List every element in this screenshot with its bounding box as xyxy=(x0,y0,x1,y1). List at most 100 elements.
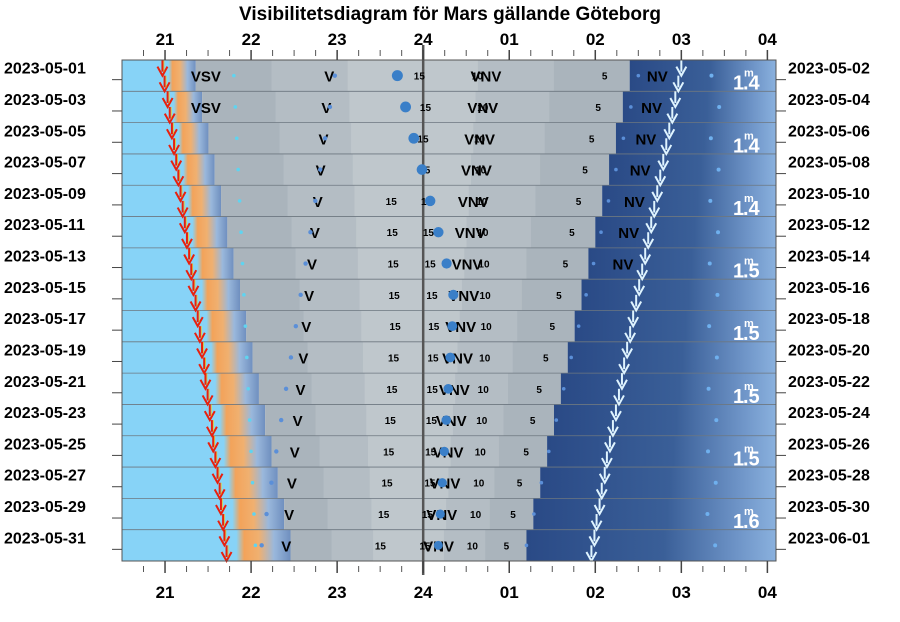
contour-label: 15 xyxy=(427,353,439,364)
altitude-zone xyxy=(498,435,548,468)
altitude-zone xyxy=(303,310,362,343)
contour-label: 10 xyxy=(481,322,493,333)
date-label-left: 2023-05-27 xyxy=(4,468,86,485)
date-label-left: 2023-05-01 xyxy=(4,61,86,78)
contour-label: 15 xyxy=(422,510,434,521)
mars-path-dot xyxy=(244,355,249,360)
mars-path-dot xyxy=(313,198,318,204)
contour-label: 10 xyxy=(476,197,488,208)
direction-label-west: V xyxy=(301,319,311,336)
sunrise-arrow xyxy=(616,373,628,391)
mars-transit-dot xyxy=(447,321,458,332)
direction-label-vnv: VNV xyxy=(436,413,467,430)
altitude-zone xyxy=(315,404,367,437)
sunrise-arrow-head xyxy=(663,128,676,141)
altitude-zone xyxy=(521,279,582,311)
sunset-arrow xyxy=(194,326,206,344)
altitude-zone xyxy=(471,153,541,186)
mars-path-dot xyxy=(239,230,243,235)
altitude-zone xyxy=(530,216,596,249)
daylight-band xyxy=(122,467,218,499)
sunrise-arrow xyxy=(604,435,616,454)
x-tick-label-bottom: 02 xyxy=(586,583,605,602)
mars-path-dot xyxy=(252,512,256,516)
mars-path-dot xyxy=(242,293,246,297)
sunrise-arrow xyxy=(633,279,646,297)
mars-path-dot xyxy=(293,323,299,329)
sunset-arrow-head xyxy=(194,332,206,344)
mars-transit-dot xyxy=(424,195,436,207)
sunrise-arrow xyxy=(675,60,688,78)
contour-label: 5 xyxy=(556,291,562,302)
direction-label-west: V xyxy=(298,350,308,367)
magnitude-fraction: .5 xyxy=(743,386,760,408)
sunset-arrow-head xyxy=(199,379,212,391)
mars-path-dot xyxy=(264,511,269,517)
plot-frame xyxy=(121,59,777,562)
contour-label: 10 xyxy=(478,385,490,396)
contour-label: 5 xyxy=(504,541,510,552)
row-band xyxy=(122,435,776,468)
mars-path-dot xyxy=(274,449,279,454)
date-label-left: 2023-05-21 xyxy=(4,374,86,391)
mars-path-dot xyxy=(243,324,248,328)
altitude-zone xyxy=(331,529,374,562)
contour-label: 10 xyxy=(476,416,488,427)
magnitude-unit: m xyxy=(744,506,754,518)
contour-label: 15 xyxy=(388,353,400,364)
sunrise-arrow xyxy=(639,247,652,266)
evening-twilight-band xyxy=(184,216,228,249)
sunset-arrow-head xyxy=(189,301,202,313)
sunrise-arrow-head xyxy=(672,81,685,94)
altitude-zone xyxy=(508,373,561,405)
contour-label: 10 xyxy=(477,228,489,239)
mars-path-dot xyxy=(322,136,328,141)
direction-label-nv: NV xyxy=(618,225,639,242)
magnitude-label: 1 m.5 xyxy=(733,443,760,470)
sunset-arrow-head xyxy=(158,81,171,94)
sunset-arrow-head xyxy=(203,410,216,423)
contour-label: 15 xyxy=(388,260,400,271)
direction-label-west: V xyxy=(321,100,331,117)
altitude-zone xyxy=(290,529,332,562)
mars-path-dot xyxy=(524,543,529,548)
magnitude-fraction: .5 xyxy=(743,323,760,345)
mars-path-dot xyxy=(614,167,618,172)
sunrise-arrow-head xyxy=(675,66,688,78)
sunrise-arrow xyxy=(630,294,643,313)
contour-label: 15 xyxy=(390,322,402,333)
direction-label-west: V xyxy=(284,507,294,524)
morning-twilight-band xyxy=(574,310,776,343)
sunset-arrow-head xyxy=(183,254,195,266)
sunrise-arrow xyxy=(593,498,606,517)
sunset-arrow xyxy=(161,91,174,110)
altitude-zone xyxy=(277,467,324,499)
morning-twilight-band xyxy=(581,279,776,311)
mars-path-dot xyxy=(283,386,289,391)
altitude-zone xyxy=(287,185,355,218)
mars-transit-dot xyxy=(416,164,428,175)
sunrise-arrow xyxy=(598,467,611,485)
magnitude-fraction: .5 xyxy=(743,261,760,283)
sunrise-arrow xyxy=(590,514,603,532)
direction-label-west: V xyxy=(281,538,291,555)
magnitude-unit: m xyxy=(744,130,754,142)
sunset-arrow-head xyxy=(185,269,198,282)
magnitude-label: 1 m.5 xyxy=(733,318,760,345)
contour-label: 15 xyxy=(428,322,440,333)
sunrise-arrow-head xyxy=(636,269,649,282)
x-tick-label-top: 01 xyxy=(500,30,519,49)
altitude-zone xyxy=(461,279,522,311)
sunrise-arrow xyxy=(624,326,637,344)
sunset-arrow xyxy=(203,404,216,423)
sunset-arrow-head xyxy=(170,160,183,172)
daylight-band xyxy=(122,247,190,280)
sunset-arrow-head xyxy=(176,207,189,219)
contour-label: 10 xyxy=(472,72,484,83)
sunset-arrow xyxy=(168,138,180,156)
date-label-right: 2023-05-02 xyxy=(788,61,870,78)
altitude-zone xyxy=(208,122,280,155)
contour-label: 15 xyxy=(375,541,387,552)
direction-label-west: VSV xyxy=(191,69,221,86)
contour-label: 5 xyxy=(563,260,569,271)
